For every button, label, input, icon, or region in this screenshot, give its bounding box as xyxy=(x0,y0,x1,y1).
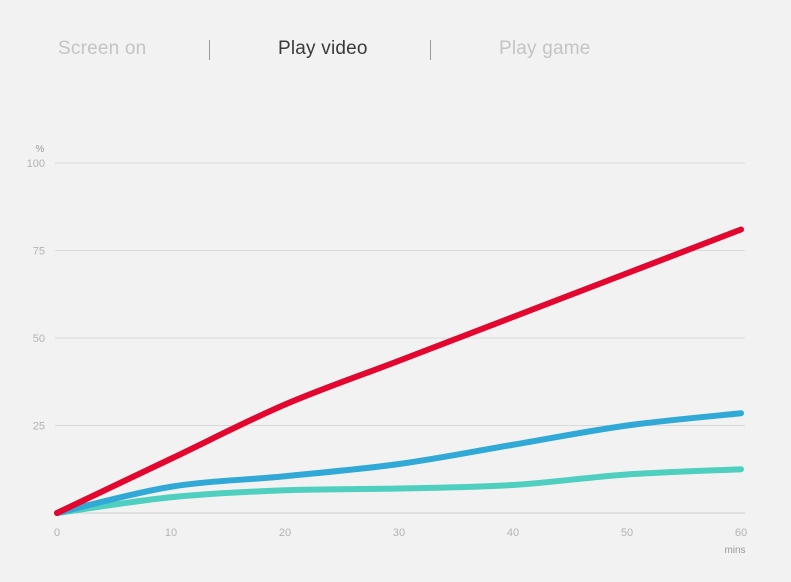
x-tick-label: 10 xyxy=(165,527,177,539)
x-tick-label: 60 xyxy=(735,527,747,539)
y-tick-label: 100 xyxy=(27,158,45,170)
tab-screen-on[interactable]: Screen on xyxy=(58,38,147,59)
series-line xyxy=(54,410,744,516)
gridlines xyxy=(55,162,745,514)
series-lines xyxy=(54,226,744,516)
x-tick-label: 40 xyxy=(507,527,519,539)
y-tick-label: 25 xyxy=(33,421,45,433)
x-tick-label: 0 xyxy=(54,527,60,539)
tab-divider xyxy=(209,40,210,60)
y-tick-label: 50 xyxy=(33,333,45,345)
x-tick-label: 30 xyxy=(393,527,405,539)
tab-play-game[interactable]: Play game xyxy=(499,38,591,59)
tab-play-video[interactable]: Play video xyxy=(278,38,368,59)
y-unit-label: % xyxy=(36,144,45,155)
series-line xyxy=(54,466,744,516)
tab-bar: Screen on Play video Play game xyxy=(0,38,791,66)
series-line xyxy=(54,226,744,516)
x-unit-label: mins xyxy=(724,545,745,556)
x-tick-label: 50 xyxy=(621,527,633,539)
y-axis-ticks: 100 75 50 25 xyxy=(27,158,45,433)
tab-divider xyxy=(430,40,431,60)
x-tick-label: 20 xyxy=(279,527,291,539)
x-axis-ticks: 0 10 20 30 40 50 60 xyxy=(54,527,747,539)
y-tick-label: 75 xyxy=(33,246,45,258)
